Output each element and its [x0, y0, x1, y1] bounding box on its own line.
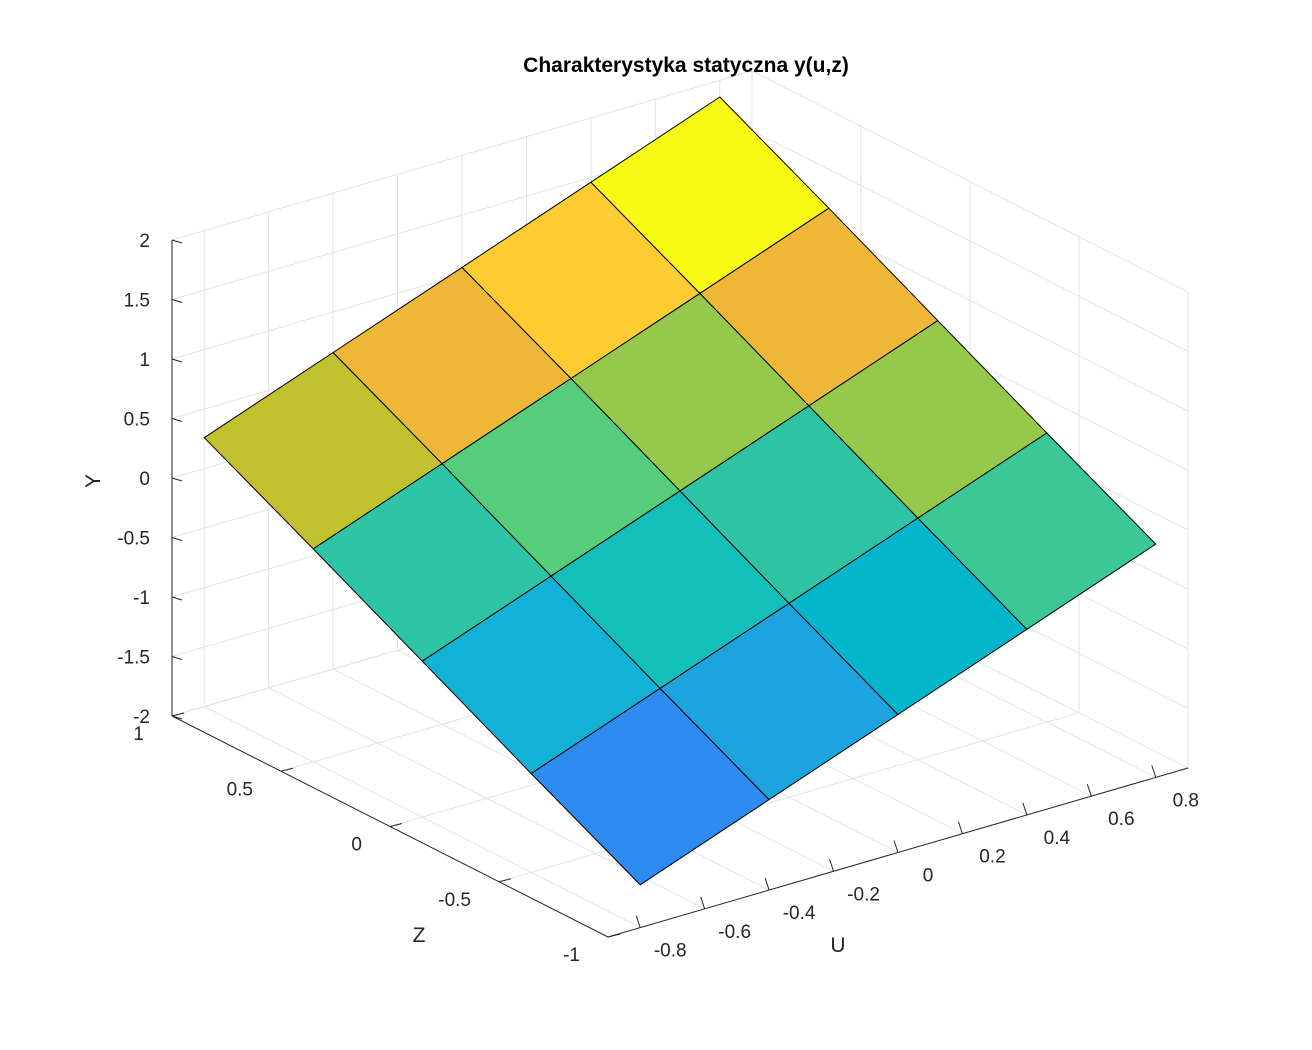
u-tick-mark [893, 840, 899, 853]
z-tick-mark [498, 878, 512, 883]
u-tick-mark [957, 821, 963, 834]
u-tick-mark [1022, 802, 1028, 816]
y-tick-label: -2 [133, 707, 150, 728]
z-tick-label: -0.5 [438, 890, 471, 911]
u-tick-mark [700, 896, 706, 909]
y-axis-label: Y [82, 474, 105, 488]
u-tick-label: -0.2 [847, 884, 880, 905]
u-tick-label: 0.2 [979, 847, 1005, 868]
z-tick-label: 1 [133, 724, 144, 745]
z-tick-label: 0.5 [227, 779, 253, 800]
z-tick-mark [280, 767, 294, 772]
tick-labels: -0.8 -0.6 -0.4 -0.2 0 0.2 0.4 0.6 0.8 -1 -0.5 0 0.5 1… [117, 231, 1199, 966]
u-tick-mark [829, 859, 835, 872]
y-tick-label: 1.5 [124, 291, 150, 312]
y-tick-mark [171, 656, 183, 660]
y-tick-label: 0 [139, 469, 150, 490]
floor-grid-line-z [498, 712, 1080, 883]
u-tick-label: -0.6 [718, 922, 751, 943]
u-tick-label: 0.8 [1173, 790, 1199, 811]
u-tick-label: 0.4 [1044, 828, 1071, 849]
y-tick-mark [171, 715, 183, 720]
y-tick-mark [171, 477, 183, 482]
surface [203, 96, 1157, 886]
z-tick-mark [607, 933, 621, 938]
u-tick-label: -0.8 [654, 941, 687, 962]
z-tick-label: -1 [563, 945, 580, 966]
u-axis-label: U [830, 934, 845, 957]
u-tick-mark [1086, 784, 1092, 797]
y-tick-label: 1 [139, 350, 150, 371]
u-tick-label: -0.4 [783, 903, 816, 924]
side-wall-grid-line-y [751, 130, 1189, 352]
y-tick-mark [171, 537, 183, 541]
y-tick-label: -0.5 [117, 529, 150, 550]
y-tick-label: 2 [139, 231, 150, 252]
back-wall-grid-line-y [171, 70, 753, 241]
side-wall-grid-line-y [751, 70, 1189, 293]
z-tick-label: 0 [351, 835, 362, 856]
z-tick-mark [171, 712, 185, 717]
y-tick-mark [171, 596, 183, 601]
z-axis-label: Z [413, 924, 426, 947]
chart-title: Charakterystyka statyczna y(u,z) [523, 54, 849, 77]
z-tick-mark [389, 823, 403, 827]
u-tick-label: 0 [923, 866, 934, 887]
y-tick-mark [171, 358, 183, 363]
y-tick-label: -1 [133, 588, 150, 609]
y-tick-mark [171, 239, 183, 244]
u-tick-mark [764, 877, 770, 891]
surface-patch [917, 432, 1157, 630]
u-tick-label: 0.6 [1108, 809, 1134, 830]
y-tick-mark [171, 299, 183, 303]
y-tick-mark [171, 418, 183, 422]
y-tick-label: -1.5 [117, 648, 150, 669]
u-tick-mark [1151, 765, 1157, 778]
y-tick-label: 0.5 [124, 410, 150, 431]
u-tick-mark [635, 915, 641, 928]
